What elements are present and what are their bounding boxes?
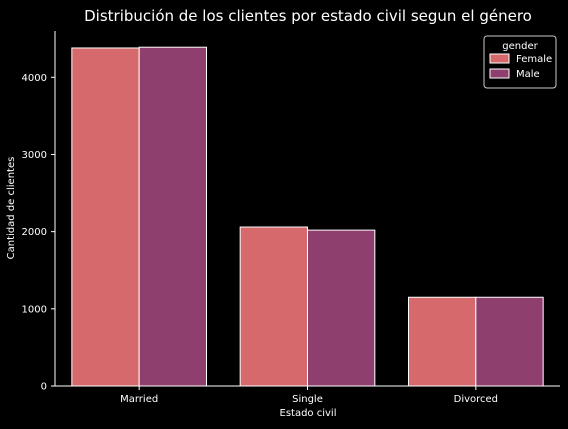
bar-female-single (239, 226, 309, 387)
bar-male-married (138, 46, 208, 387)
bar-female-married (71, 47, 140, 387)
x-tick-label: Single (292, 394, 323, 405)
bar-male-single (307, 229, 376, 387)
legend-title: gender (502, 41, 538, 52)
y-tick-label: 1000 (22, 304, 47, 315)
legend-label-male: Male (516, 69, 540, 80)
legend-swatch-male (489, 68, 510, 79)
y-tick-label: 0 (41, 382, 47, 393)
x-tick-label: Divorced (454, 394, 498, 405)
legend-label-female: Female (516, 54, 552, 65)
chart-title: Distribución de los clientes por estado … (84, 7, 532, 25)
x-tick-label: Married (120, 394, 158, 405)
y-tick-label: 4000 (22, 73, 47, 84)
x-axis-label: Estado civil (280, 408, 337, 419)
y-tick-label: 2000 (22, 227, 47, 238)
bar-male-divorced (475, 296, 544, 387)
bar-female-divorced (408, 296, 477, 387)
y-axis-label: Cantidad de clientes (6, 157, 17, 260)
legend-swatch-female (489, 53, 510, 64)
y-tick-label: 3000 (22, 150, 47, 161)
plot-area: 0 1000 2000 3000 4000 Married Single Divorced (22, 31, 560, 405)
legend: gender Female Male (483, 35, 557, 89)
